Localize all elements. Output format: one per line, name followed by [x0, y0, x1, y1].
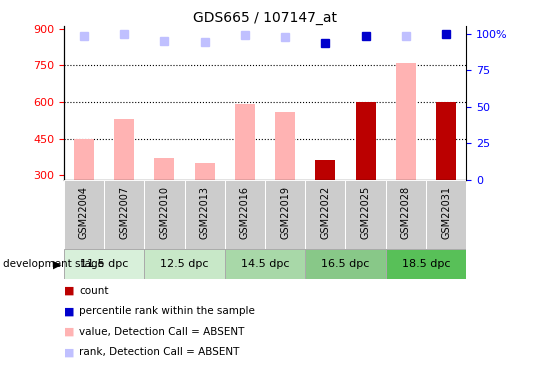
Text: 16.5 dpc: 16.5 dpc: [321, 260, 370, 269]
Bar: [305, 180, 346, 249]
Bar: [225, 249, 305, 279]
Text: 18.5 dpc: 18.5 dpc: [402, 260, 450, 269]
Text: ▶: ▶: [53, 260, 61, 269]
Text: GSM22031: GSM22031: [441, 186, 451, 238]
Text: value, Detection Call = ABSENT: value, Detection Call = ABSENT: [79, 327, 245, 337]
Bar: [185, 180, 225, 249]
Text: 11.5 dpc: 11.5 dpc: [80, 260, 128, 269]
Bar: [74, 138, 94, 180]
Bar: [386, 180, 426, 249]
Bar: [195, 163, 215, 180]
Bar: [386, 249, 466, 279]
Bar: [64, 249, 144, 279]
Bar: [315, 160, 335, 180]
Bar: [275, 112, 295, 180]
Bar: [356, 102, 376, 180]
Text: GSM22010: GSM22010: [159, 186, 169, 238]
Bar: [305, 249, 386, 279]
Title: GDS665 / 107147_at: GDS665 / 107147_at: [193, 11, 337, 25]
Text: 12.5 dpc: 12.5 dpc: [160, 260, 209, 269]
Bar: [154, 158, 174, 180]
Bar: [426, 180, 466, 249]
Text: ■: ■: [64, 306, 74, 316]
Bar: [346, 180, 386, 249]
Text: GSM22022: GSM22022: [320, 186, 330, 239]
Bar: [64, 180, 104, 249]
Text: count: count: [79, 286, 109, 296]
Text: GSM22028: GSM22028: [401, 186, 411, 238]
Text: development stage: development stage: [3, 260, 104, 269]
Text: GSM22025: GSM22025: [361, 186, 371, 239]
Text: percentile rank within the sample: percentile rank within the sample: [79, 306, 255, 316]
Bar: [104, 180, 144, 249]
Text: rank, Detection Call = ABSENT: rank, Detection Call = ABSENT: [79, 348, 240, 357]
Text: GSM22016: GSM22016: [240, 186, 250, 238]
Text: ■: ■: [64, 348, 74, 357]
Bar: [144, 180, 185, 249]
Text: GSM22013: GSM22013: [200, 186, 210, 238]
Text: 14.5 dpc: 14.5 dpc: [241, 260, 289, 269]
Bar: [235, 104, 255, 180]
Bar: [144, 249, 225, 279]
Text: ■: ■: [64, 327, 74, 337]
Bar: [265, 180, 305, 249]
Bar: [396, 63, 416, 180]
Bar: [436, 102, 456, 180]
Bar: [225, 180, 265, 249]
Text: GSM22019: GSM22019: [280, 186, 290, 238]
Bar: [114, 119, 134, 180]
Text: GSM22007: GSM22007: [119, 186, 129, 238]
Text: ■: ■: [64, 286, 74, 296]
Text: GSM22004: GSM22004: [79, 186, 89, 238]
